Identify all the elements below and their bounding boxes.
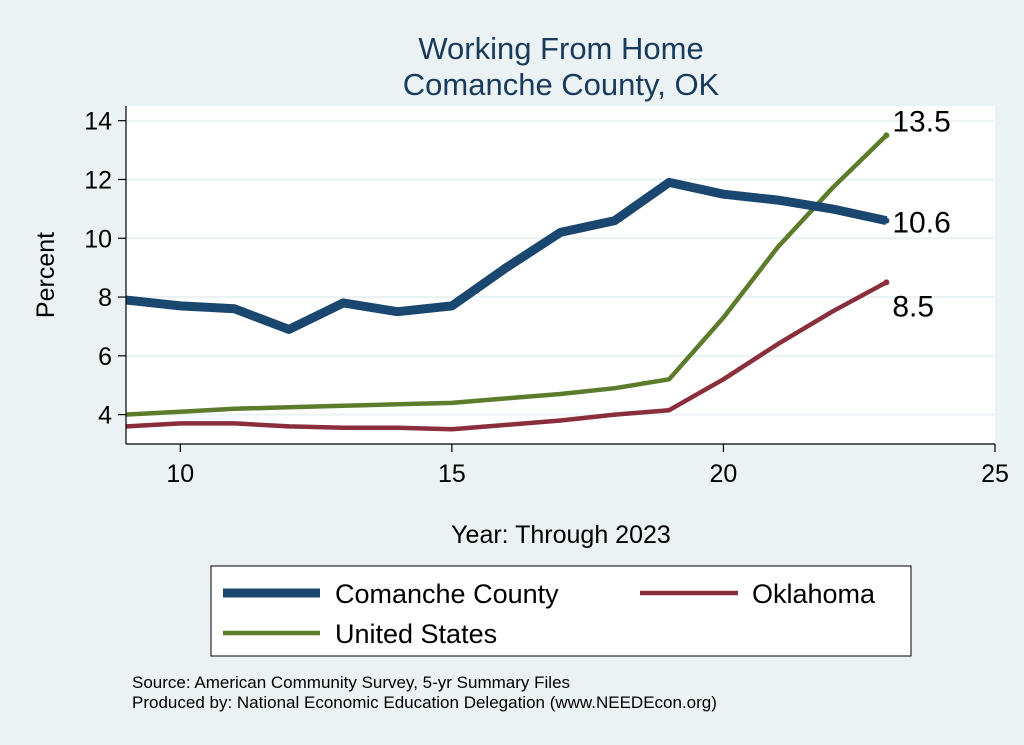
y-tick-label: 10 — [84, 225, 112, 253]
y-tick-label: 14 — [84, 108, 112, 136]
x-tick-label: 20 — [710, 460, 738, 488]
x-tick-label: 25 — [981, 460, 1009, 488]
series-line-comanche-county — [125, 177, 888, 334]
legend-label-united-states: United States — [335, 619, 497, 649]
series-lines — [125, 132, 890, 432]
end-label-comanche-county: 10.6 — [892, 207, 950, 240]
legend-label-oklahoma: Oklahoma — [752, 579, 876, 609]
x-tick-label: 15 — [438, 460, 466, 488]
x-axis-label: Year: Through 2023 — [451, 521, 671, 549]
series-end-point-united-states — [883, 132, 890, 139]
legend: Comanche County Oklahoma United States — [210, 565, 912, 657]
plot-area — [126, 106, 995, 444]
source-note: Source: American Community Survey, 5-yr … — [132, 673, 570, 692]
chart-title: Working From Home — [418, 31, 703, 66]
series-end-point-oklahoma — [883, 279, 890, 286]
series-line-united-states — [125, 133, 888, 417]
end-labels: 10.6 8.5 13.5 — [892, 105, 950, 323]
series-line-oklahoma — [125, 280, 888, 432]
y-tick-label: 8 — [98, 284, 112, 312]
legend-box — [210, 565, 912, 657]
gridlines — [126, 119, 995, 416]
chart-subtitle: Comanche County, OK — [403, 67, 720, 102]
y-tick-label: 4 — [98, 402, 112, 430]
legend-label-comanche-county: Comanche County — [335, 579, 559, 609]
y-tick-label: 6 — [98, 343, 112, 371]
y-axis-ticks: 4 6 8 10 12 14 — [84, 108, 126, 430]
x-tick-label: 10 — [166, 460, 194, 488]
y-tick-label: 12 — [84, 166, 112, 194]
end-label-oklahoma: 8.5 — [892, 290, 934, 323]
x-axis-ticks: 10 15 20 25 — [166, 444, 1009, 488]
series-end-point-comanche-county — [883, 217, 890, 224]
end-label-united-states: 13.5 — [892, 105, 950, 138]
producer-note: Produced by: National Economic Education… — [132, 693, 717, 712]
y-axis-label: Percent — [32, 232, 60, 318]
